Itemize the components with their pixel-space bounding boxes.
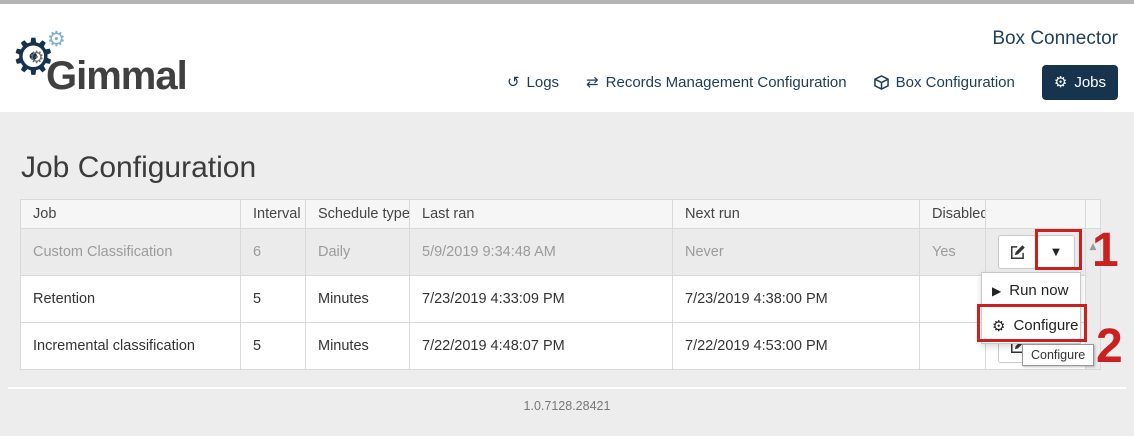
annotation-number-1: 1 bbox=[1092, 224, 1119, 277]
nav-item-logs[interactable]: ↺ Logs bbox=[507, 74, 559, 91]
page-title: Job Configuration bbox=[21, 151, 257, 184]
cell-next-run: Never bbox=[672, 228, 920, 276]
exchange-icon: ⇄ bbox=[586, 73, 599, 91]
column-header-last-ran: Last ran bbox=[409, 199, 673, 229]
job-configuration-table: Job Interval Schedule type Last ran Next… bbox=[20, 199, 1101, 370]
table-scrollbar[interactable]: ▲ bbox=[1085, 228, 1101, 370]
nav-item-box-configuration[interactable]: Box Configuration bbox=[873, 74, 1015, 91]
logo-gear-gray-icon: ⚙ bbox=[29, 48, 45, 68]
main-nav: ↺ Logs ⇄ Records Management Configuratio… bbox=[507, 65, 1118, 100]
menu-item-label: Run now bbox=[1009, 282, 1069, 299]
cell-next-run: 7/22/2019 4:53:00 PM bbox=[672, 322, 920, 370]
cell-disabled bbox=[919, 322, 986, 370]
cell-interval: 5 bbox=[240, 322, 306, 370]
nav-label: Jobs bbox=[1074, 74, 1106, 91]
history-icon: ↺ bbox=[506, 73, 520, 91]
column-header-disabled: Disabled bbox=[919, 199, 986, 229]
annotation-box-step1 bbox=[1035, 229, 1082, 270]
edit-pencil-icon bbox=[1010, 244, 1025, 259]
cell-schedule-type: Minutes bbox=[305, 322, 410, 370]
cell-job: Custom Classification bbox=[20, 228, 241, 276]
logo-gear-dark-icon: ⚙ bbox=[11, 28, 56, 86]
app-header: ⚙ ⚙ ⚙ Gimmal Box Connector ↺ Logs ⇄ Reco… bbox=[0, 4, 1134, 112]
top-border-strip bbox=[0, 0, 1134, 4]
cell-schedule-type: Daily bbox=[305, 228, 410, 276]
table-row-retention: Retention 5 Minutes 7/23/2019 4:33:09 PM… bbox=[20, 275, 1101, 323]
nav-item-records-management-configuration[interactable]: ⇄ Records Management Configuration bbox=[586, 74, 847, 91]
cell-disabled: Yes bbox=[919, 228, 986, 276]
menu-item-configure[interactable]: ⚙ Configure bbox=[982, 308, 1080, 343]
logo-gear-blue-icon: ⚙ bbox=[47, 27, 66, 51]
edit-button[interactable] bbox=[998, 235, 1036, 269]
nav-item-jobs[interactable]: ⚙ Jobs bbox=[1041, 65, 1118, 100]
chevron-down-icon: ▼ bbox=[1052, 246, 1060, 258]
column-header-interval: Interval bbox=[240, 199, 306, 229]
nav-label: Records Management Configuration bbox=[605, 74, 847, 91]
cell-interval: 6 bbox=[240, 228, 306, 276]
menu-item-run-now[interactable]: ▶ Run now bbox=[982, 273, 1080, 308]
footer-divider bbox=[8, 387, 1126, 389]
table-row-custom-classification: Custom Classification 6 Daily 5/9/2019 9… bbox=[20, 228, 1101, 370]
column-header-job: Job bbox=[20, 199, 241, 229]
cell-job: Incremental classification bbox=[20, 322, 241, 370]
main-content: Job Configuration Job Interval Schedule … bbox=[0, 112, 1134, 436]
column-header-next-run: Next run bbox=[672, 199, 920, 229]
scroll-up-arrow-icon[interactable]: ▲ bbox=[1089, 242, 1097, 252]
version-label: 1.0.7128.28421 bbox=[523, 399, 611, 413]
row-actions-dropdown-menu: ▶ Run now ⚙ Configure bbox=[981, 272, 1081, 344]
cell-last-ran: 7/22/2019 4:48:07 PM bbox=[409, 322, 673, 370]
cell-last-ran: 7/23/2019 4:33:09 PM bbox=[409, 275, 673, 323]
table-row-incremental-classification: Incremental classification 5 Minutes 7/2… bbox=[20, 322, 1101, 370]
page-app-title: Box Connector bbox=[992, 28, 1118, 49]
column-header-scrollbar bbox=[1085, 199, 1101, 229]
table-header-row: Job Interval Schedule type Last ran Next… bbox=[20, 199, 1101, 229]
play-icon: ▶ bbox=[992, 283, 1002, 298]
gear-icon: ⚙ bbox=[992, 316, 1006, 335]
cell-schedule-type: Minutes bbox=[305, 275, 410, 323]
gear-icon: ⚙ bbox=[1053, 73, 1068, 91]
logo-text: Gimmal bbox=[46, 54, 188, 98]
column-header-actions bbox=[985, 199, 1086, 229]
cell-next-run: 7/23/2019 4:38:00 PM bbox=[672, 275, 920, 323]
cell-last-ran: 5/9/2019 9:34:48 AM bbox=[409, 228, 673, 276]
box-icon bbox=[873, 75, 889, 90]
cell-disabled bbox=[919, 275, 986, 323]
row-menu-caret-button[interactable]: ▼ bbox=[1037, 235, 1075, 269]
gimmal-logo[interactable]: ⚙ ⚙ ⚙ Gimmal bbox=[11, 27, 254, 110]
cell-interval: 5 bbox=[240, 275, 306, 323]
menu-item-label: Configure bbox=[1013, 317, 1079, 334]
cell-job: Retention bbox=[20, 275, 241, 323]
configure-tooltip: Configure bbox=[1022, 344, 1095, 366]
annotation-box-step2 bbox=[977, 304, 1087, 342]
nav-label: Box Configuration bbox=[895, 74, 1015, 91]
nav-label: Logs bbox=[526, 74, 560, 91]
column-header-schedule-type: Schedule type bbox=[305, 199, 410, 229]
annotation-number-2: 2 bbox=[1096, 320, 1123, 373]
